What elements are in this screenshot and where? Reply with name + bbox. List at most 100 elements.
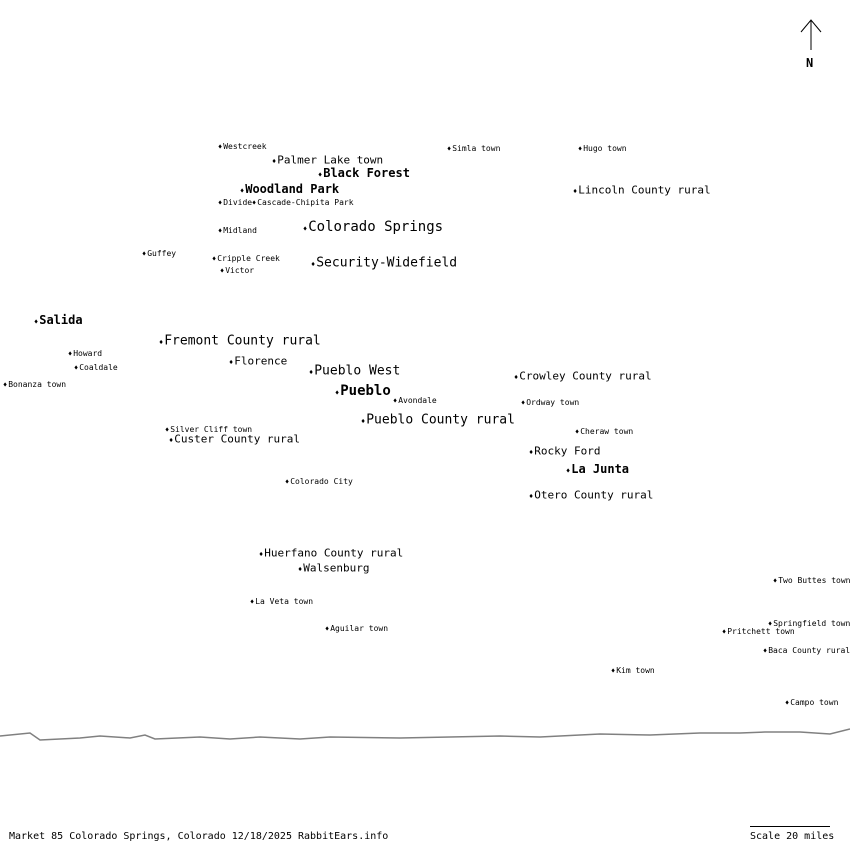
place-marker-icon: ♦ — [514, 373, 519, 382]
place-name: Custer County rural — [174, 432, 301, 446]
map-footer: Market 85 Colorado Springs, Colorado 12/… — [9, 831, 389, 842]
place-name: Cheraw town — [580, 427, 634, 436]
place-marker-icon: ♦ — [573, 187, 578, 196]
place-marker-icon: ♦ — [165, 426, 170, 434]
place-marker-icon: ♦ — [611, 667, 616, 675]
place-name: Otero County rural — [534, 488, 654, 502]
place-name: Springfield town — [773, 619, 850, 628]
place-marker-icon: ♦ — [309, 368, 314, 377]
place-name: La Veta town — [255, 597, 314, 606]
place-label: ♦Crowley County rural — [514, 371, 652, 382]
place-marker-icon: ♦ — [142, 250, 147, 258]
place-marker-icon: ♦ — [318, 171, 323, 179]
place-marker-icon: ♦ — [393, 397, 398, 405]
place-label: ♦Woodland Park — [240, 183, 339, 195]
place-name: Rocky Ford — [534, 444, 601, 458]
place-marker-icon: ♦ — [285, 478, 290, 486]
place-label: ♦Divide — [218, 199, 252, 207]
place-label: ♦Custer County rural — [169, 434, 300, 445]
place-label: ♦Simla town — [447, 145, 500, 153]
place-name: La Junta — [571, 462, 630, 476]
place-name: Hugo town — [583, 144, 627, 153]
place-label: ♦Howard — [68, 350, 102, 358]
place-marker-icon: ♦ — [250, 598, 255, 606]
place-label: ♦Colorado City — [285, 478, 353, 486]
place-label: ♦Ordway town — [521, 399, 579, 407]
place-label: ♦Westcreek — [218, 143, 267, 151]
place-name: Pritchett town — [727, 627, 795, 636]
place-marker-icon: ♦ — [529, 492, 534, 501]
place-marker-icon: ♦ — [311, 260, 316, 269]
place-marker-icon: ♦ — [521, 399, 526, 407]
place-label: ♦Midland — [218, 227, 257, 235]
place-label: ♦Campo town — [785, 699, 838, 707]
place-marker-icon: ♦ — [272, 157, 277, 166]
place-name: Pueblo County rural — [366, 412, 515, 428]
place-label: ♦Rocky Ford — [529, 446, 600, 457]
place-marker-icon: ♦ — [335, 389, 340, 397]
place-name: Crowley County rural — [519, 369, 652, 383]
place-marker-icon: ♦ — [447, 145, 452, 153]
place-label: ♦Springfield town — [768, 620, 850, 628]
north-arrow-icon — [800, 19, 822, 50]
place-name: Campo town — [790, 698, 839, 707]
place-label: ♦Cascade-Chipita Park — [252, 199, 354, 207]
place-label: ♦La Veta town — [250, 598, 313, 606]
place-name: Cascade-Chipita Park — [257, 198, 354, 207]
place-name: Pueblo West — [314, 363, 401, 379]
place-marker-icon: ♦ — [566, 467, 571, 475]
scale-bar — [750, 826, 830, 827]
place-label: ♦Security-Widefield — [311, 257, 457, 270]
north-label: N — [806, 56, 814, 70]
place-label: ♦Victor — [220, 267, 254, 275]
place-marker-icon: ♦ — [159, 338, 164, 347]
place-label: ♦Lincoln County rural — [573, 185, 711, 196]
place-marker-icon: ♦ — [229, 358, 234, 367]
place-name: Salida — [39, 313, 83, 327]
place-label: ♦Pueblo — [335, 384, 391, 398]
place-marker-icon: ♦ — [325, 625, 330, 633]
place-label: ♦Avondale — [393, 397, 437, 405]
place-label: ♦Walsenburg — [298, 563, 369, 574]
place-name: Walsenburg — [303, 561, 370, 575]
place-name: Coaldale — [79, 363, 118, 372]
place-name: Westcreek — [223, 142, 267, 151]
place-marker-icon: ♦ — [169, 436, 174, 445]
place-marker-icon: ♦ — [212, 255, 217, 263]
place-label: ♦Otero County rural — [529, 490, 653, 501]
place-label: ♦Pueblo West — [309, 365, 400, 378]
place-name: Divide — [223, 198, 253, 207]
place-name: Palmer Lake town — [277, 153, 384, 167]
place-label: ♦Guffey — [142, 250, 176, 258]
place-name: Florence — [234, 354, 288, 368]
place-marker-icon: ♦ — [303, 225, 308, 233]
place-name: Simla town — [452, 144, 501, 153]
place-name: Ordway town — [526, 398, 580, 407]
place-name: Huerfano County rural — [264, 546, 404, 560]
place-label: ♦Baca County rural — [763, 647, 850, 655]
place-marker-icon: ♦ — [218, 143, 223, 151]
place-marker-icon: ♦ — [575, 428, 580, 436]
scale-label: Scale 20 miles — [750, 831, 835, 842]
place-label: ♦Black Forest — [318, 167, 410, 179]
place-name: Avondale — [398, 396, 437, 405]
place-label: ♦Two Buttes town — [773, 577, 850, 585]
place-name: Security-Widefield — [316, 255, 458, 271]
place-name: Howard — [73, 349, 103, 358]
north-arrow — [800, 18, 822, 56]
place-marker-icon: ♦ — [74, 364, 79, 372]
place-label: ♦Fremont County rural — [159, 335, 321, 348]
place-name: Victor — [225, 266, 255, 275]
place-label: ♦Huerfano County rural — [259, 548, 403, 559]
place-marker-icon: ♦ — [68, 350, 73, 358]
place-name: Guffey — [147, 249, 177, 258]
place-name: Fremont County rural — [164, 333, 321, 349]
place-name: Black Forest — [323, 166, 410, 180]
place-label: ♦Aguilar town — [325, 625, 388, 633]
place-marker-icon: ♦ — [361, 417, 366, 426]
place-marker-icon: ♦ — [259, 550, 264, 559]
place-marker-icon: ♦ — [218, 227, 223, 235]
place-label: ♦Florence — [229, 356, 287, 367]
place-label: ♦Kim town — [611, 667, 655, 675]
